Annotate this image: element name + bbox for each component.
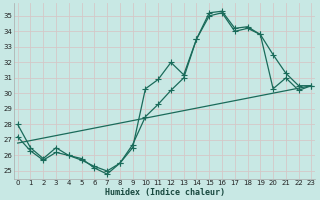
X-axis label: Humidex (Indice chaleur): Humidex (Indice chaleur) <box>105 188 225 197</box>
